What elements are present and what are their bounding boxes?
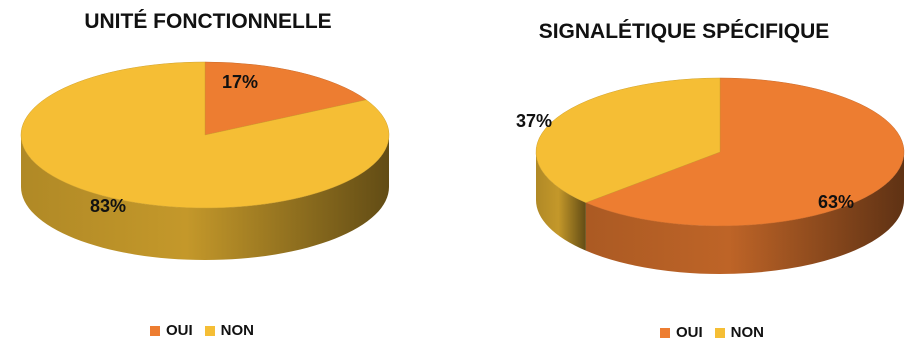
data-label-non: 37%	[516, 111, 552, 131]
legend-swatch-non	[714, 327, 725, 338]
pie-slice-non	[20, 61, 390, 209]
legend-swatch-oui	[660, 327, 670, 338]
pie-slice-non	[535, 77, 721, 203]
data-label-non: 83%	[90, 196, 126, 216]
pie-side-oui	[585, 152, 904, 274]
legend-label-non: NON	[730, 324, 765, 341]
pie-side-non	[21, 135, 389, 260]
pie-slice-oui	[585, 77, 905, 227]
legend-item-non: NON	[204, 322, 255, 339]
legend-label-non: NON	[220, 322, 255, 339]
chart-title: UNITÉ FONCTIONNELLE	[84, 10, 332, 33]
chart-signaletique-specifique: SIGNALÉTIQUE SPÉCIFIQUE 63% 37% OUI NON	[456, 0, 912, 344]
legend-item-oui: OUI	[660, 324, 703, 341]
legend: OUI NON	[150, 322, 254, 339]
pie-side-non	[536, 152, 586, 251]
legend-item-oui: OUI	[150, 322, 193, 339]
legend-item-non: NON	[714, 324, 765, 341]
legend-swatch-oui	[150, 325, 160, 336]
legend-swatch-non	[204, 325, 215, 336]
pie-chart: 17% 83%	[20, 61, 390, 260]
chart-unite-fonctionnelle: UNITÉ FONCTIONNELLE 17% 83% OUI NON	[20, 10, 390, 339]
legend: OUI NON	[660, 324, 764, 341]
chart-title: SIGNALÉTIQUE SPÉCIFIQUE	[538, 20, 830, 43]
pie-slice-oui	[204, 61, 367, 136]
pie-chart: 63% 37%	[516, 77, 905, 274]
data-label-oui: 63%	[818, 192, 854, 212]
legend-label-oui: OUI	[676, 324, 703, 341]
legend-label-oui: OUI	[166, 322, 193, 339]
data-label-oui: 17%	[222, 72, 258, 92]
